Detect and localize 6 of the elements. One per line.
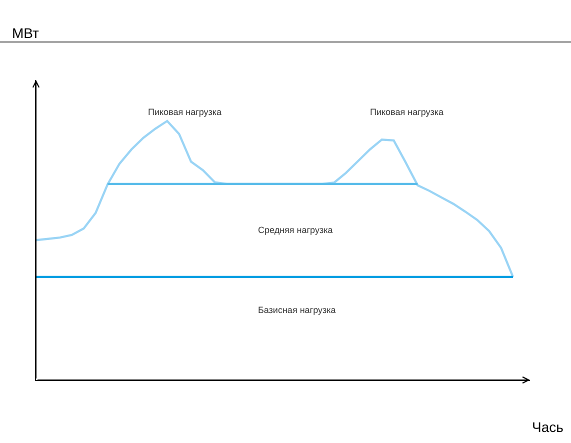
x-axis-title: Чась [532, 419, 564, 435]
text: Пиковая нагрузка [148, 107, 222, 117]
annotation: Базисная нагрузка [258, 305, 336, 315]
text: Пиковая нагрузка [370, 107, 444, 117]
annotation: Средняя нагрузка [258, 225, 333, 235]
text: МВт [12, 25, 40, 41]
